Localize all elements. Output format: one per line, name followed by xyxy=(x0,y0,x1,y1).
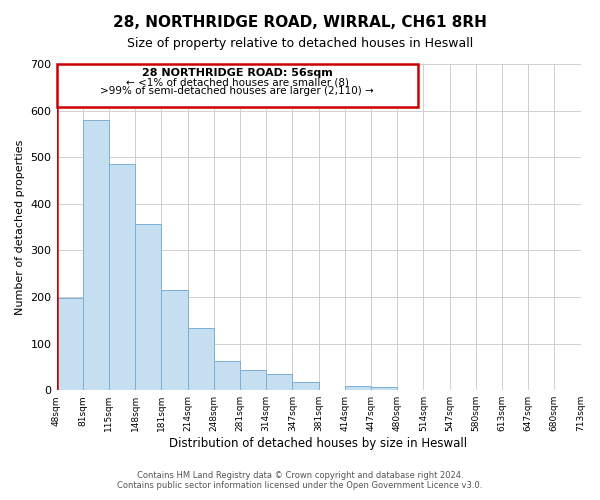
Bar xyxy=(371,388,397,390)
X-axis label: Distribution of detached houses by size in Heswall: Distribution of detached houses by size … xyxy=(169,437,467,450)
Bar xyxy=(109,164,135,390)
Bar xyxy=(240,370,266,390)
Bar xyxy=(56,298,83,390)
Text: ← <1% of detached houses are smaller (8): ← <1% of detached houses are smaller (8) xyxy=(126,77,349,87)
Y-axis label: Number of detached properties: Number of detached properties xyxy=(15,140,25,315)
Text: Size of property relative to detached houses in Heswall: Size of property relative to detached ho… xyxy=(127,38,473,51)
Bar xyxy=(266,374,292,390)
Bar xyxy=(56,64,418,107)
Bar xyxy=(161,290,188,390)
Bar xyxy=(135,224,161,390)
Bar xyxy=(188,328,214,390)
Text: Contains HM Land Registry data © Crown copyright and database right 2024.
Contai: Contains HM Land Registry data © Crown c… xyxy=(118,470,482,490)
Bar xyxy=(83,120,109,390)
Bar xyxy=(214,361,240,390)
Bar xyxy=(345,386,371,390)
Text: 28 NORTHRIDGE ROAD: 56sqm: 28 NORTHRIDGE ROAD: 56sqm xyxy=(142,68,332,78)
Text: 28, NORTHRIDGE ROAD, WIRRAL, CH61 8RH: 28, NORTHRIDGE ROAD, WIRRAL, CH61 8RH xyxy=(113,15,487,30)
Text: >99% of semi-detached houses are larger (2,110) →: >99% of semi-detached houses are larger … xyxy=(100,86,374,97)
Bar xyxy=(292,382,319,390)
